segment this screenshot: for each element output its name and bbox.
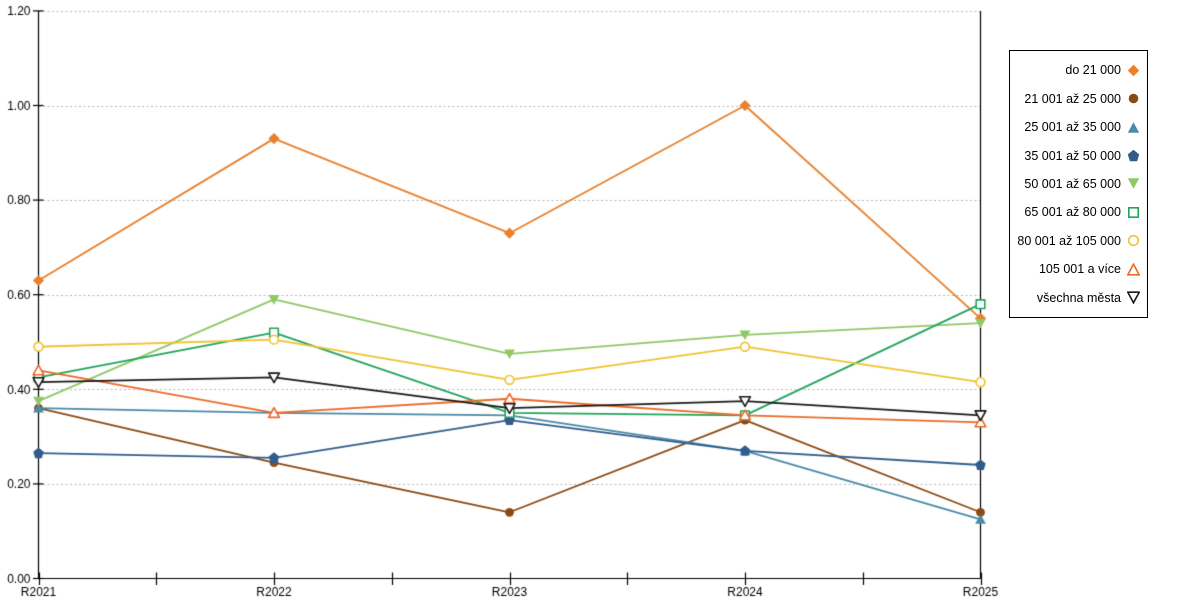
legend-item-label: 65 001 až 80 000 bbox=[1024, 205, 1121, 220]
legend-item: 65 001 až 80 000 bbox=[1010, 205, 1147, 219]
pentagon-icon bbox=[1127, 149, 1140, 162]
legend-item-label: 35 001 až 50 000 bbox=[1024, 148, 1121, 163]
legend-item: 35 001 až 50 000 bbox=[1010, 149, 1147, 163]
legend-item-label: 80 001 až 105 000 bbox=[1017, 233, 1121, 248]
triangle-up-icon bbox=[1127, 121, 1140, 133]
circle-icon bbox=[1128, 93, 1139, 104]
legend-item: 80 001 až 105 000 bbox=[1010, 234, 1147, 248]
legend-item-label: 50 001 až 65 000 bbox=[1024, 176, 1121, 191]
square-icon bbox=[1127, 206, 1139, 218]
legend-item-label: 21 001 až 25 000 bbox=[1024, 91, 1121, 106]
legend-item: 50 001 až 65 000 bbox=[1010, 177, 1147, 191]
circle-icon bbox=[1127, 235, 1140, 247]
triangle-down-icon bbox=[1127, 291, 1140, 305]
diamond-icon bbox=[1127, 64, 1140, 76]
legend-item: 25 001 až 35 000 bbox=[1010, 120, 1147, 134]
legend-item: všechna města bbox=[1010, 291, 1147, 305]
legend-item: do 21 000 bbox=[1010, 63, 1147, 77]
legend-item: 105 001 a více bbox=[1010, 262, 1147, 276]
legend-item: 21 001 až 25 000 bbox=[1010, 92, 1147, 106]
legend-item-label: 105 001 a více bbox=[1038, 262, 1121, 277]
triangle-down-icon bbox=[1127, 178, 1140, 190]
legend-item-label: do 21 000 bbox=[1065, 63, 1121, 78]
legend-item-label: všechna města bbox=[1036, 290, 1121, 305]
legend-item-label: 25 001 až 35 000 bbox=[1024, 120, 1121, 135]
triangle-up-icon bbox=[1127, 262, 1140, 276]
legend: do 21 000 21 001 až 25 000 25 001 až 35 00… bbox=[1009, 50, 1148, 318]
